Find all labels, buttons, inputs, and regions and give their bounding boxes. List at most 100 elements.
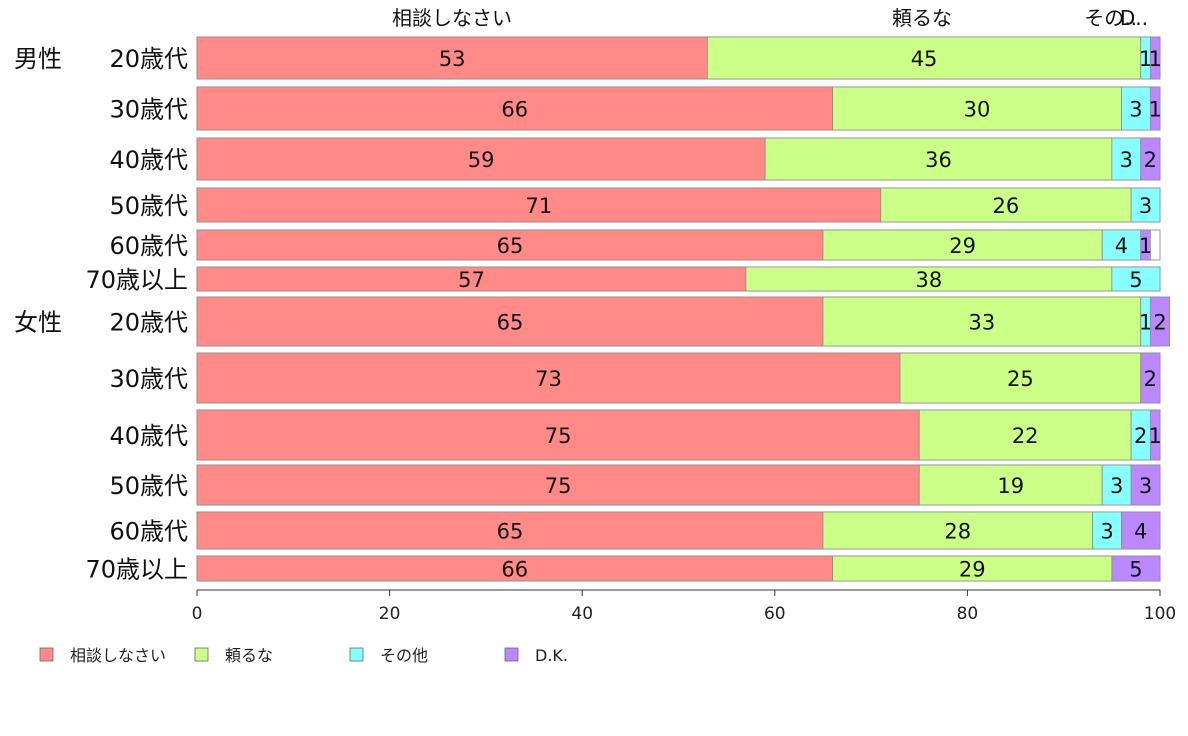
data-label-0-1: 45 (911, 47, 938, 71)
data-label-3-1: 26 (993, 194, 1020, 218)
data-label-4-2: 4 (1115, 234, 1128, 258)
row-label-4: 60歳代 (109, 232, 188, 260)
bar-segment-6-0 (196, 296, 824, 347)
data-label-3-2: 3 (1139, 194, 1152, 218)
bar-segment-5-1 (745, 266, 1113, 292)
data-label-2-0: 59 (468, 148, 495, 172)
data-label-5-1: 38 (916, 268, 943, 292)
bar-segment-10-3 (1121, 511, 1161, 550)
data-label-11-3: 5 (1129, 558, 1142, 582)
data-label-8-3: 1 (1148, 424, 1161, 448)
bar-segment-6-1 (822, 296, 1142, 347)
row-label-0: 20歳代 (109, 45, 188, 73)
bar-segment-7-1 (899, 352, 1142, 404)
group-label-6: 女性 (14, 309, 62, 337)
column-header-3: D.. (1120, 6, 1148, 30)
bar-segment-10-0 (196, 511, 824, 550)
data-label-11-1: 29 (959, 558, 986, 582)
data-label-1-3: 1 (1148, 98, 1161, 122)
data-label-4-1: 29 (949, 234, 976, 258)
data-label-6-3: 2 (1153, 311, 1166, 335)
bar-segment-8-0 (196, 409, 920, 461)
column-header-2: その.. (1084, 6, 1137, 30)
legend-swatch-3 (504, 647, 519, 662)
row-label-8: 40歳代 (109, 422, 188, 450)
data-label-2-1: 36 (925, 148, 952, 172)
data-label-9-3: 3 (1139, 474, 1152, 498)
data-label-8-1: 22 (1012, 424, 1039, 448)
bar-segment-0-0 (196, 36, 708, 80)
row-label-6: 20歳代 (109, 309, 188, 337)
bar-segment-2-1 (764, 137, 1113, 181)
legend-label-2: その他 (380, 646, 428, 665)
bar-segment-0-3 (1149, 36, 1161, 80)
data-label-10-1: 28 (944, 520, 971, 544)
data-label-6-2: 1 (1139, 311, 1152, 335)
data-label-7-1: 25 (1007, 367, 1034, 391)
bar-segment-9-3 (1130, 464, 1161, 506)
bar-segment-7-0 (196, 352, 901, 404)
x-tick-label-2: 40 (571, 604, 593, 624)
legend-label-1: 頼るな (225, 646, 273, 665)
row-label-5: 70歳以上 (85, 266, 188, 294)
bar-segment-2-3 (1140, 137, 1161, 181)
data-label-7-0: 73 (535, 367, 562, 391)
data-label-0-0: 53 (439, 47, 466, 71)
data-label-11-0: 66 (501, 558, 528, 582)
bar-segment-1-3 (1149, 86, 1161, 131)
bar-segment-1-2 (1121, 86, 1151, 131)
row-label-1: 30歳代 (109, 96, 188, 124)
data-label-1-1: 30 (964, 98, 991, 122)
bar-segment-5-2 (1111, 266, 1161, 292)
bar-segment-7-3 (1140, 352, 1161, 404)
data-label-10-0: 65 (497, 520, 524, 544)
bar-segment-1-1 (832, 86, 1122, 131)
bar-segment-9-2 (1101, 464, 1132, 506)
row-label-3: 50歳代 (109, 192, 188, 220)
bar-segment-0-1 (706, 36, 1142, 80)
bar-segment-10-1 (822, 511, 1093, 550)
row-label-11: 70歳以上 (85, 556, 188, 584)
row-labels: 20歳代男性30歳代40歳代50歳代60歳代70歳以上20歳代女性30歳代40歳… (14, 45, 188, 584)
bar-segment-4-1 (822, 229, 1103, 261)
data-label-6-1: 33 (968, 311, 995, 335)
legend-label-0: 相談しなさい (70, 646, 166, 665)
data-label-0-3: 1 (1148, 47, 1161, 71)
data-label-1-0: 66 (501, 98, 528, 122)
data-label-0-2: 1 (1139, 47, 1152, 71)
data-label-9-1: 19 (997, 474, 1024, 498)
x-tick-label-0: 0 (192, 604, 203, 624)
data-label-8-0: 75 (545, 424, 572, 448)
column-headers: 相談しなさい 頼るな その..D.. (392, 6, 1148, 30)
x-tick-label-1: 20 (379, 604, 401, 624)
bar-segment-11-3 (1111, 555, 1161, 582)
data-label-5-2: 5 (1129, 268, 1142, 292)
row-label-2: 40歳代 (109, 146, 188, 174)
data-label-7-3: 2 (1144, 367, 1157, 391)
bar-segment-5-0 (196, 266, 747, 292)
column-header-0: 相談しなさい (392, 6, 512, 30)
row-label-7: 30歳代 (109, 365, 188, 393)
bar-segment-4-3 (1140, 229, 1151, 261)
x-axis: 0 20 40 60 80 100 (192, 589, 1176, 624)
legend: 相談しなさい 頼るな その他 D.K. (39, 646, 568, 665)
data-label-5-0: 57 (458, 268, 485, 292)
row-label-9: 50歳代 (109, 472, 188, 500)
group-label-0: 男性 (14, 45, 62, 73)
bar-segment-4-0 (196, 229, 824, 261)
x-tick-label-4: 80 (957, 604, 979, 624)
bar-segment-3-2 (1130, 187, 1161, 223)
row-label-10: 60歳代 (109, 518, 188, 546)
x-tick-label-3: 60 (764, 604, 786, 624)
legend-swatch-0 (39, 647, 54, 662)
data-label-4-3: 1 (1139, 234, 1152, 258)
data-label-1-2: 3 (1129, 98, 1142, 122)
bar-segment-8-1 (918, 409, 1132, 461)
bar-segment-3-1 (880, 187, 1132, 223)
legend-label-3: D.K. (535, 646, 568, 665)
data-label-3-0: 71 (525, 194, 552, 218)
data-label-10-2: 3 (1100, 520, 1113, 544)
bar-segment-6-3 (1149, 296, 1171, 347)
data-label-10-3: 4 (1134, 520, 1147, 544)
